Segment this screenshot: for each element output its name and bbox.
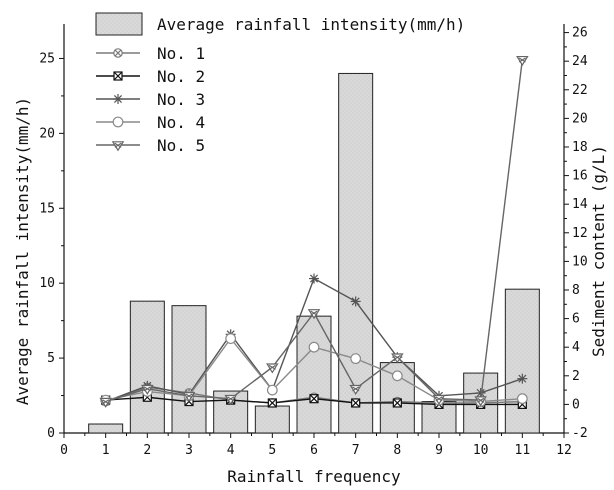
legend-label-no4: No. 4 [157, 113, 205, 132]
x-tick-label: 12 [556, 443, 572, 458]
bar-average-rainfall-intensity [338, 72, 374, 434]
point-no2 [267, 398, 277, 408]
point-legendno2 [113, 71, 123, 81]
legend-label-no1: No. 1 [157, 44, 205, 63]
y-right-tick-label: 2 [572, 369, 580, 384]
x-tick-label: 8 [393, 443, 401, 458]
y-left-tick-label: 10 [39, 276, 55, 291]
point-legendno1 [113, 48, 123, 58]
y-left-tick-label: 25 [39, 51, 55, 66]
y-right-tick-label: 8 [572, 283, 580, 298]
bar-average-rainfall-intensity [296, 315, 332, 434]
y-right-tick-label: -2 [572, 426, 588, 441]
y-right-tick-label: 0 [572, 397, 580, 412]
point-no4 [391, 370, 403, 382]
legend-bar-label: Average rainfall intensity(mm/h) [157, 15, 465, 34]
point-no2 [309, 394, 319, 404]
point-no5 [141, 384, 154, 396]
y-right-tick-label: 26 [572, 26, 588, 41]
point-no5 [307, 309, 321, 320]
y-left-tick-label: 0 [47, 426, 55, 441]
point-no4 [308, 341, 320, 353]
y-right-tick-label: 10 [572, 254, 588, 269]
y-right-tick-label: 14 [572, 197, 588, 212]
point-no4 [516, 393, 528, 405]
point-no5 [349, 384, 362, 396]
point-legendno5 [111, 141, 125, 152]
x-tick-label: 5 [268, 443, 276, 458]
y-right-tick-label: 16 [572, 169, 588, 184]
y-right-tick-label: 22 [572, 83, 588, 98]
legend-label-no5: No. 5 [157, 136, 205, 155]
chart-marks [88, 55, 540, 434]
x-tick-label: 3 [185, 443, 193, 458]
point-no3 [350, 296, 361, 307]
y-left-tick-label: 5 [47, 351, 55, 366]
point-legendno4 [112, 116, 124, 128]
y-left-tick-label: 20 [39, 126, 55, 141]
point-no4 [266, 384, 278, 396]
point-no4 [225, 333, 237, 345]
point-legendno3 [113, 94, 123, 104]
point-no5 [99, 397, 112, 408]
y-left-tick-label: 15 [39, 201, 55, 216]
x-tick-label: 6 [310, 443, 318, 458]
legend-bar-swatch [95, 12, 143, 36]
axes: 0 1 2 3 4 5 6 7 8 9 10 11 120510152025-2024681012141… [39, 24, 588, 458]
point-no5 [474, 396, 487, 407]
point-no4 [350, 353, 362, 365]
bar-average-rainfall-intensity [504, 288, 540, 434]
point-no5 [391, 353, 404, 364]
x-tick-label: 9 [435, 443, 443, 458]
x-tick-label: 11 [515, 443, 531, 458]
point-no3 [517, 373, 528, 384]
y-right-tick-label: 18 [572, 140, 588, 155]
y-right-tick-label: 4 [572, 340, 580, 355]
x-tick-label: 2 [143, 443, 151, 458]
legend-label-no2: No. 2 [157, 67, 205, 86]
x-tick-label: 4 [227, 443, 235, 458]
bar-average-rainfall-intensity [129, 300, 165, 434]
y-right-tick-label: 20 [572, 111, 588, 126]
point-no5 [432, 394, 446, 406]
y-axis-left-title: Average rainfall intensity(mm/h) [13, 97, 32, 405]
bar-average-rainfall-intensity [88, 423, 124, 434]
point-no5 [224, 394, 237, 406]
x-tick-label: 10 [473, 443, 489, 458]
point-no5 [266, 363, 279, 374]
point-no5 [516, 55, 529, 67]
y-right-tick-label: 6 [572, 312, 580, 327]
bar-average-rainfall-intensity [171, 305, 207, 434]
x-tick-label: 0 [60, 443, 68, 458]
x-tick-label: 7 [352, 443, 360, 458]
y-axis-right-title: Sediment content (g/L) [589, 145, 608, 357]
point-no2 [351, 398, 361, 408]
point-no2 [392, 398, 402, 408]
bar-average-rainfall-intensity [254, 405, 290, 434]
y-right-tick-label: 12 [572, 226, 588, 241]
point-no3 [309, 273, 319, 284]
legend: Average rainfall intensity(mm/h) No. 1 No.… [95, 12, 465, 155]
point-no5 [182, 392, 196, 403]
x-tick-label: 1 [102, 443, 110, 458]
y-right-tick-label: 24 [572, 54, 588, 69]
legend-label-no3: No. 3 [157, 90, 205, 109]
x-axis-title: Rainfall frequency [227, 467, 401, 486]
